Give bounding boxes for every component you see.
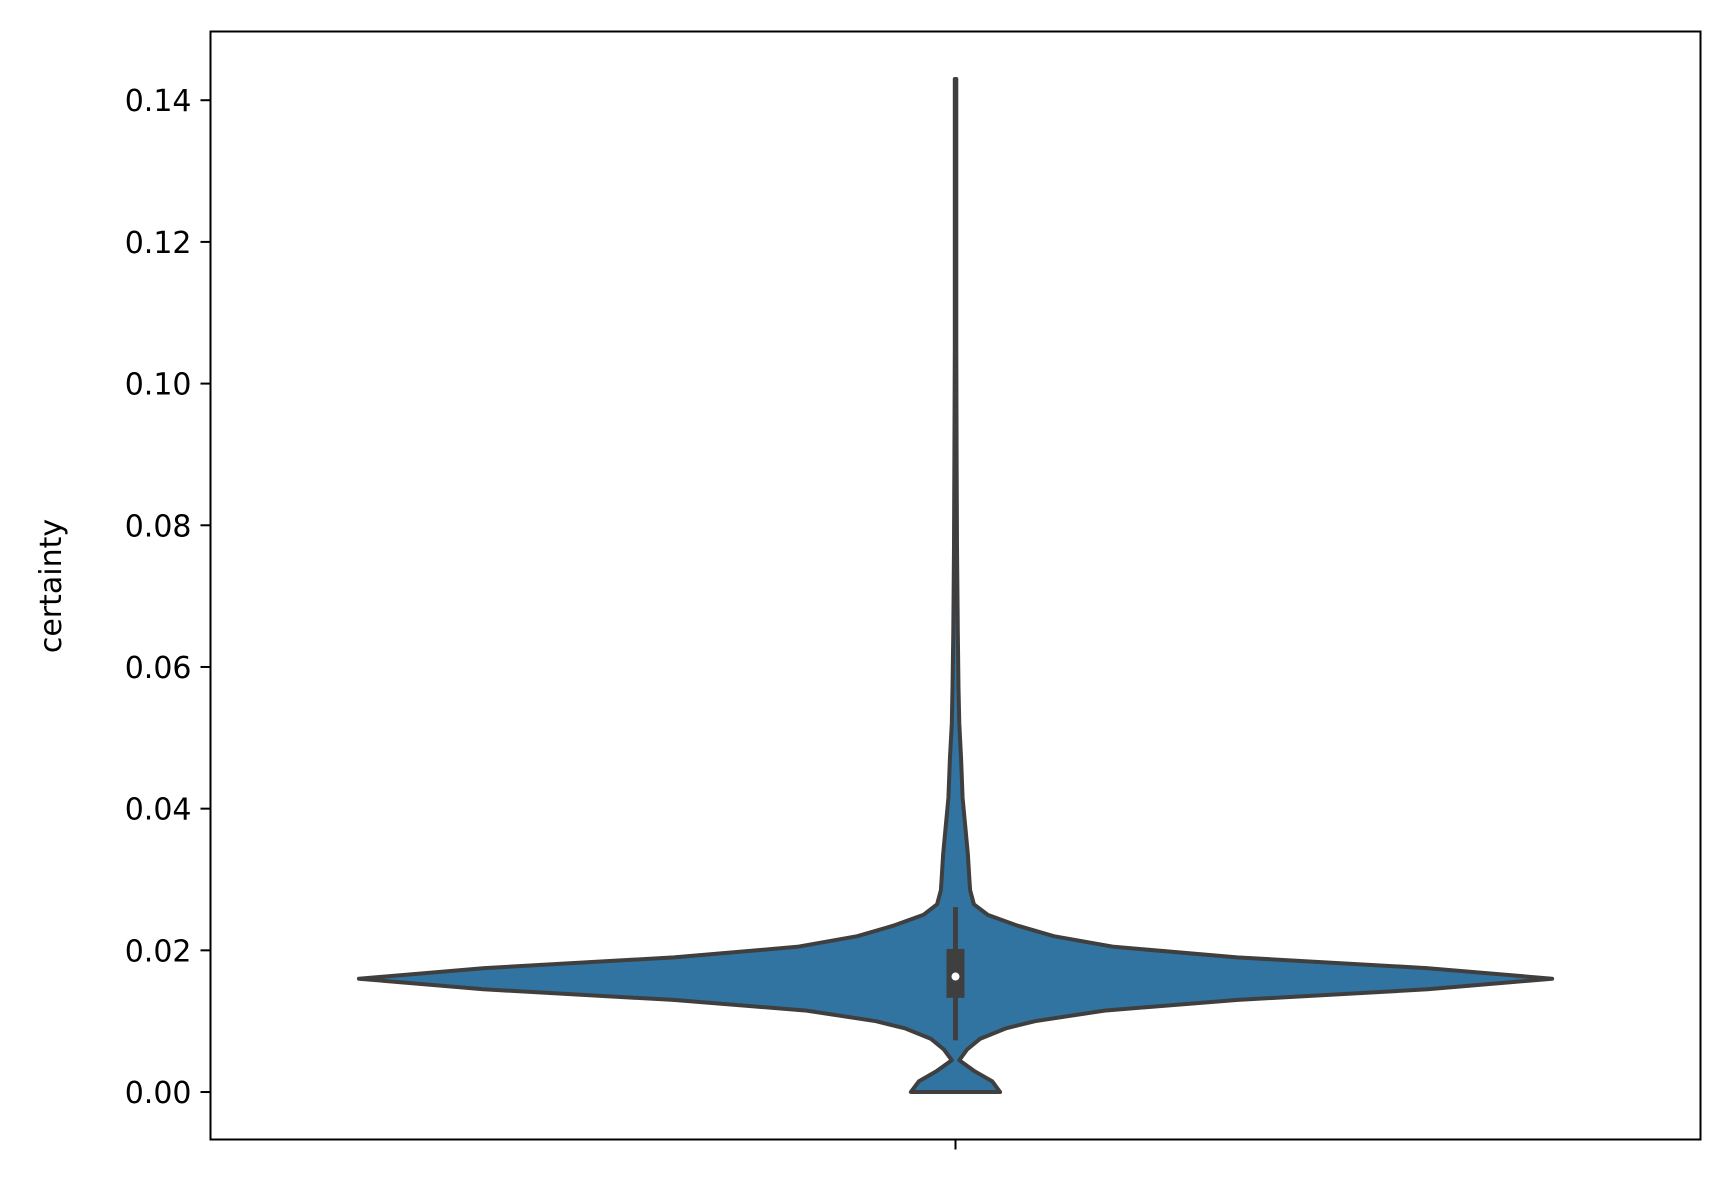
y-tick-label: 0.04: [125, 793, 192, 828]
y-tick-label: 0.00: [125, 1076, 192, 1111]
violin-median-point: [951, 972, 960, 981]
y-tick-label: 0.08: [125, 509, 192, 544]
y-tick-label: 0.14: [125, 84, 192, 119]
y-tick-label: 0.06: [125, 651, 192, 686]
y-tick-label: 0.10: [125, 368, 192, 403]
y-tick-label: 0.02: [125, 934, 192, 969]
y-tick-label: 0.12: [125, 226, 192, 261]
violin-body: [356, 77, 1555, 1094]
y-axis-label: certainty: [34, 519, 69, 653]
